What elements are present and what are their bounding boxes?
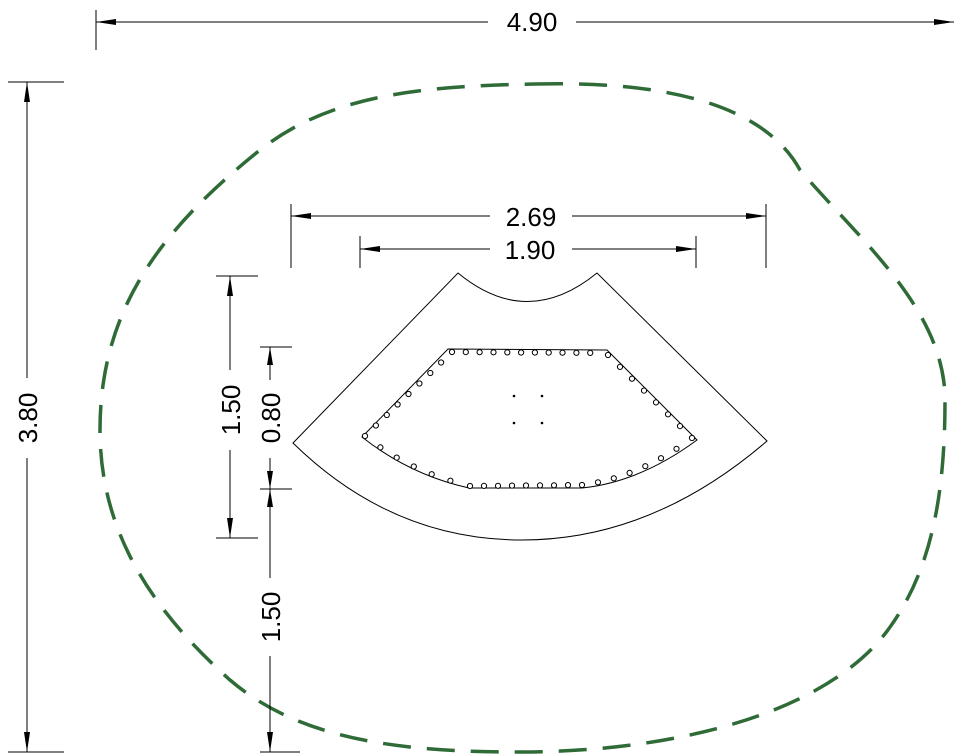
bolt-hole	[640, 387, 648, 394]
mounting-point	[512, 394, 516, 398]
bolt-hole	[564, 482, 572, 489]
bolt-hole	[448, 348, 456, 356]
safety-zone-boundary	[98, 81, 947, 754]
bolt-hole	[673, 445, 680, 452]
bolt-hole	[676, 423, 684, 430]
mounting-point	[512, 421, 516, 425]
bolt-hole	[688, 434, 696, 442]
bolt-hole	[508, 482, 516, 489]
bolt-hole	[427, 369, 434, 377]
bolt-hole	[494, 482, 502, 489]
bolt-hole	[416, 380, 423, 387]
bolt-hole	[587, 349, 594, 356]
bolt-hole	[466, 482, 474, 490]
arrow-head-right	[676, 246, 696, 252]
bolt-hole	[536, 482, 544, 489]
dimension-label-overall-height: 3.80	[13, 393, 43, 444]
bolt-hole	[550, 482, 558, 489]
arrow-head-top	[227, 276, 233, 296]
bolt-hole	[616, 363, 624, 370]
bolt-hole	[394, 401, 401, 408]
bolt-hole	[372, 422, 379, 429]
bolt-hole	[578, 481, 586, 489]
dimension-front-clearance: 1.50	[256, 489, 300, 753]
bolt-hole	[504, 349, 511, 356]
bench-outline	[292, 272, 768, 541]
dimension-overall-width: 4.90	[95, 7, 954, 50]
bolt-hole	[518, 349, 525, 356]
bolt-hole	[642, 463, 649, 470]
dimension-label-front-clearance: 1.50	[256, 592, 286, 643]
arrow-head-right	[746, 213, 766, 219]
mounting-points	[512, 394, 544, 425]
bolt-hole	[652, 399, 660, 406]
bolt-hole	[657, 455, 665, 462]
dimension-label-bench-inner-width: 1.90	[505, 235, 556, 265]
bolt-hole	[428, 471, 435, 478]
bolt-hole	[531, 349, 539, 356]
dimension-bench-depth: 1.50	[216, 275, 258, 539]
bolt-hole	[610, 475, 617, 482]
bolt-hole	[545, 349, 552, 356]
dimension-bench-inner-width: 1.90	[359, 235, 697, 268]
arrow-head-bottom	[267, 471, 273, 489]
bolt-hole	[664, 411, 672, 418]
dimension-bench-outer-width: 2.69	[290, 202, 767, 268]
dimension-label-bench-outer-width: 2.69	[506, 202, 557, 232]
bolt-hole	[410, 463, 417, 470]
bolt-hole	[438, 359, 445, 366]
arrow-head-left	[291, 213, 311, 219]
bolt-hole	[594, 479, 602, 486]
mounting-point	[540, 421, 544, 425]
bolt-hole	[383, 411, 390, 419]
dimension-overall-height: 3.80	[8, 81, 64, 753]
bolt-hole	[377, 444, 384, 451]
arrow-head-bottom	[267, 732, 273, 752]
arrow-head-left	[96, 19, 116, 25]
bolt-hole	[361, 432, 369, 440]
dimension-label-seat-depth: 0.80	[256, 393, 286, 444]
bolt-hole	[490, 349, 497, 356]
arrow-head-bottom	[227, 518, 233, 538]
dimension-seat-depth: 0.80	[256, 346, 292, 490]
bolt-hole	[462, 349, 469, 356]
bolt-hole	[559, 349, 566, 356]
arrow-head-top	[267, 347, 273, 365]
arrow-head-top	[24, 82, 30, 102]
dimension-label-bench-depth: 1.50	[216, 385, 246, 436]
bolt-hole	[480, 482, 488, 489]
bolt-hole	[522, 482, 530, 489]
bolt-hole	[476, 349, 483, 356]
bolt-hole	[626, 469, 633, 476]
bolt-hole	[628, 375, 636, 382]
seat-bolt-holes	[361, 348, 696, 490]
mounting-point	[540, 394, 544, 398]
bolt-hole	[573, 349, 580, 356]
arrow-head-right	[934, 19, 954, 25]
dimension-label-overall-width: 4.90	[507, 7, 558, 37]
bolt-hole	[393, 454, 400, 461]
arrow-head-bottom	[24, 732, 30, 752]
arrow-head-left	[360, 246, 380, 252]
bolt-hole	[447, 477, 454, 484]
bolt-hole	[405, 390, 412, 398]
bolt-hole	[604, 351, 612, 359]
arrow-head-top	[267, 489, 273, 507]
